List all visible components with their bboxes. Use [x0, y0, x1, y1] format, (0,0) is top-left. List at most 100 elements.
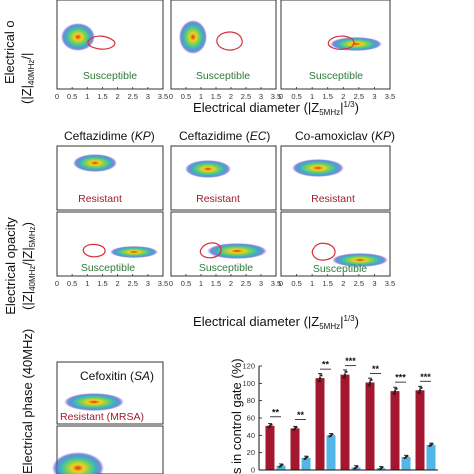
x-tick-label: 1.5 [97, 92, 107, 101]
y-tick-label: 0 [251, 466, 255, 474]
bar-resistant [415, 390, 425, 470]
row2-col3-resistant-panel: Resistant [280, 145, 391, 211]
replicate-point [343, 373, 347, 376]
bar-resistant [265, 425, 275, 470]
bar-resistant [365, 382, 375, 470]
row2-xlabel: Electrical diameter (|Z5MHz|1/3) [193, 314, 359, 331]
replicate-point [367, 383, 370, 387]
bar-susceptible [326, 435, 336, 470]
x-tick-label: 3 [259, 279, 263, 288]
x-tick-label: 3 [372, 92, 376, 101]
row2-col2-title: Ceftazidime (EC) [179, 129, 270, 143]
replicate-point [281, 463, 284, 466]
x-tick-label: 2 [229, 92, 233, 101]
row1-panel-3-label: Susceptible [309, 70, 363, 82]
bar-susceptible [301, 457, 311, 470]
bar-resistant [290, 428, 300, 470]
bar-chart-marks: ** **** ******** *** [265, 356, 436, 471]
replicate-point [370, 378, 373, 381]
row2-col3-susceptible-panel: Susceptible [280, 211, 391, 277]
y-tick-label: 100 [242, 379, 255, 388]
x-tick-label: 2 [115, 92, 119, 101]
x-tick-label: 2.5 [241, 92, 251, 101]
row2-col1-title: Ceftazidime (KP) [64, 129, 155, 143]
x-tick-label: 3.5 [271, 92, 281, 101]
bar-resistant [390, 391, 400, 470]
control-gate-outline [216, 31, 243, 51]
replicate-point [293, 427, 297, 430]
replicate-point [331, 433, 334, 436]
row1-xlabel: Electrical diameter (|Z5MHz|1/3) [193, 100, 359, 117]
svg-text:Electrical o: Electrical o [2, 20, 17, 84]
significance-label: ** [272, 407, 280, 417]
row2-col2-susceptible-panel: Susceptible [170, 211, 277, 277]
row3-panel-label: Resistant (MRSA) [60, 411, 144, 423]
row3-cefoxitin-panel: Cefoxitin (SA) Resistant (MRSA) [52, 361, 164, 474]
control-gate-outline [199, 242, 222, 259]
row2-col1-resistant-label: Resistant [78, 193, 122, 205]
significance-label: ** [372, 364, 380, 374]
control-gate-outline [311, 242, 336, 261]
replicate-point [393, 390, 397, 393]
row1-panel-2-label: Susceptible [196, 70, 250, 82]
x-tick-label: 1.5 [211, 92, 221, 101]
x-tick-label: 0 [279, 279, 283, 288]
replicate-point [356, 465, 359, 468]
x-tick-label: 3.5 [385, 279, 395, 288]
significance-label: ** [322, 360, 330, 370]
bar-susceptible [276, 465, 286, 470]
row1-panel-1: Susceptible [56, 0, 164, 90]
x-tick-label: 2 [341, 92, 345, 101]
y-tick-label: 60 [247, 414, 255, 423]
x-tick-label: 3.5 [158, 279, 168, 288]
x-tick-label: 1 [85, 279, 89, 288]
x-tick-label: 1.5 [322, 279, 332, 288]
row1-panel-2: Susceptible [170, 0, 277, 90]
row2-col1-resistant-panel: Resistant [56, 145, 164, 211]
y-tick-label: 20 [247, 448, 255, 457]
row2-col2-resistant-panel: Resistant [170, 145, 277, 211]
row2-col2-resistant-label: Resistant [196, 193, 240, 205]
y-tick-label: 80 [247, 396, 255, 405]
x-tick-label: 0.5 [67, 279, 77, 288]
x-tick-label: 2 [229, 279, 233, 288]
replicate-point [381, 466, 384, 469]
x-tick-label: 1 [310, 279, 314, 288]
x-tick-label: 0 [55, 279, 59, 288]
row1-ylabel: Electrical o (|Z|40MHz/| [2, 20, 36, 104]
x-tick-label: 0 [169, 279, 173, 288]
x-tick-label: 0 [279, 92, 283, 101]
row1-xaxis-ticks: 0 0.5 1 1.5 2 2.5 3 3.5 0 0.5 1 1.5 2 2.5 3 3.50 0.5 1 1.5… [55, 87, 395, 101]
significance-label: ** [297, 410, 305, 420]
replicate-point [270, 423, 273, 426]
x-tick-label: 3 [146, 92, 150, 101]
row2-ylabel-line1: Electrical opacity [3, 217, 18, 315]
y-tick-label: 40 [247, 431, 255, 440]
x-tick-label: 1 [85, 92, 89, 101]
replicate-point [406, 454, 409, 458]
replicate-point [417, 391, 420, 394]
row2-col3-resistant-label: Resistant [311, 193, 355, 205]
x-tick-label: 2.5 [354, 92, 364, 101]
x-tick-label: 0 [55, 92, 59, 101]
replicate-point [392, 392, 395, 395]
replicate-point [431, 442, 434, 445]
row3-panel-title: Cefoxitin (SA) [80, 369, 154, 383]
x-tick-label: 1.5 [211, 279, 221, 288]
x-tick-label: 1 [199, 92, 203, 101]
x-tick-label: 3.5 [158, 92, 168, 101]
bar-susceptible [426, 444, 436, 470]
bar-susceptible [401, 457, 411, 470]
x-tick-label: 0.5 [181, 92, 191, 101]
x-tick-label: 3 [372, 279, 376, 288]
replicate-point [306, 455, 309, 458]
bar-chart: s in control gate (%) 0 20 40 60 80 100 120 **… [229, 356, 438, 474]
row1-panel-3: Susceptible [280, 0, 391, 90]
x-tick-label: 1 [199, 279, 203, 288]
replicate-point [295, 426, 298, 429]
row2-col3-title: Co-amoxiclav (KP) [295, 129, 395, 143]
replicate-point [395, 387, 398, 390]
replicate-point [345, 370, 348, 373]
significance-label: *** [420, 372, 431, 382]
